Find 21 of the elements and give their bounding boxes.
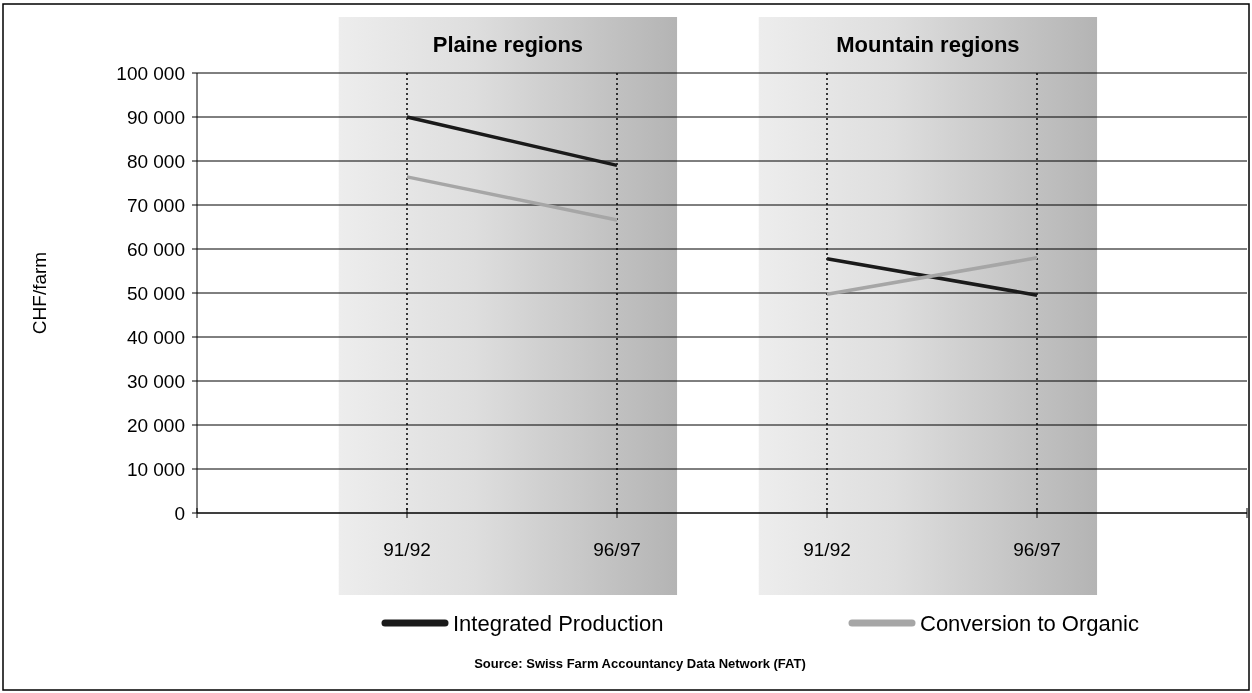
y-tick-label: 30 000 <box>126 370 185 392</box>
y-tick-label: 80 000 <box>126 150 185 172</box>
x-tick-label: 91/92 <box>383 539 431 560</box>
y-tick-label: 10 000 <box>126 458 185 480</box>
y-tick-label: 60 000 <box>126 238 185 260</box>
y-tick-label: 0 <box>174 502 185 524</box>
y-axis-title: CHF/farm <box>29 251 50 335</box>
chart-title: Mountain regions <box>836 32 1020 57</box>
x-tick-label: 96/97 <box>593 539 641 560</box>
legend-label: Integrated Production <box>453 610 664 636</box>
y-tick-label: 100 000 <box>116 62 185 84</box>
x-tick-label: 91/92 <box>803 539 851 560</box>
chart-title: Plaine regions <box>432 32 584 57</box>
x-tick-label: 96/97 <box>1013 539 1061 560</box>
legend-label: Conversion to Organic <box>920 610 1139 636</box>
y-tick-label: 50 000 <box>126 282 185 304</box>
y-tick-label: 20 000 <box>126 414 185 436</box>
y-tick-label: 90 000 <box>126 106 185 128</box>
y-tick-label: 40 000 <box>126 326 185 348</box>
y-tick-label: 70 000 <box>126 194 185 216</box>
source-note: Source: Swiss Farm Accountancy Data Network (FAT) <box>474 656 806 671</box>
